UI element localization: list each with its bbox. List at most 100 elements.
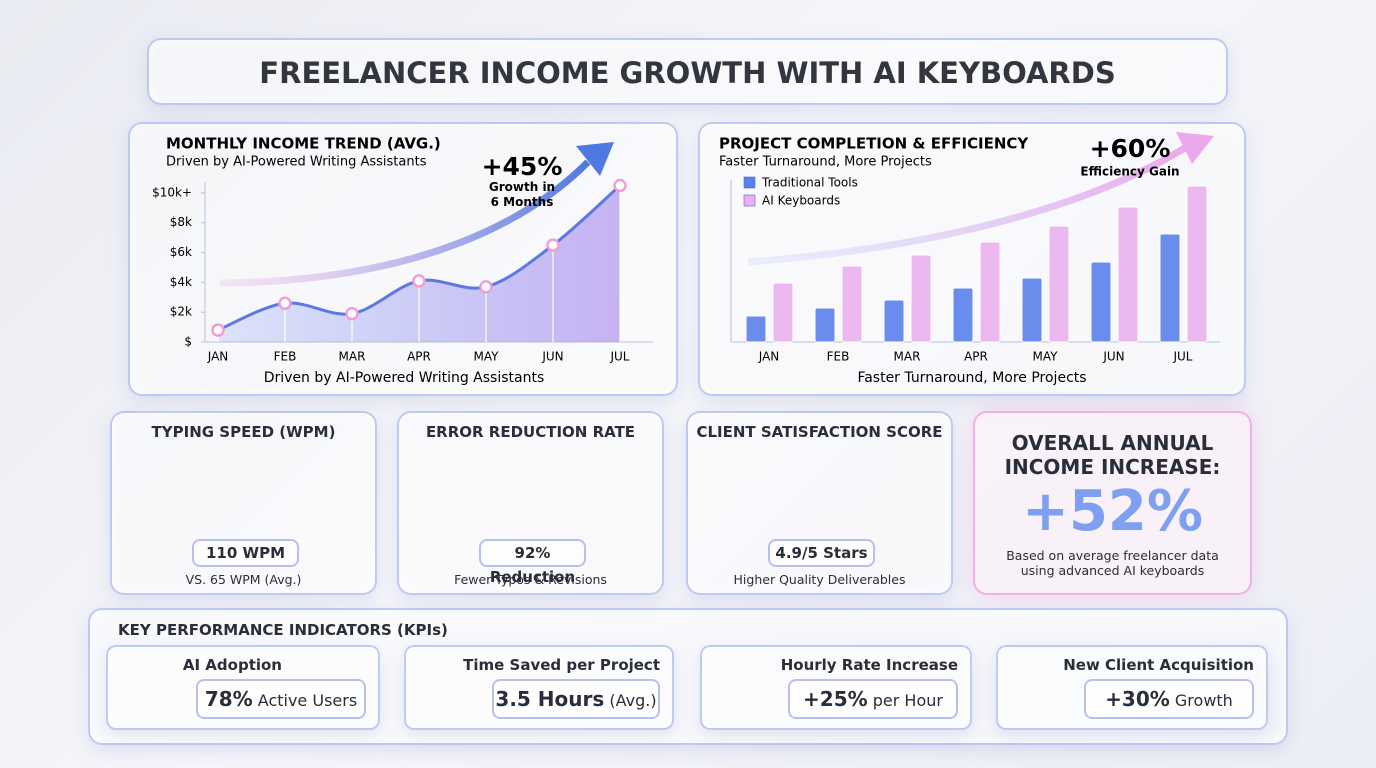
line-panel: MONTHLY INCOME TREND (AVG.) Driven by AI… [128, 122, 678, 396]
bar [910, 254, 932, 343]
bar [1048, 225, 1070, 343]
kpi-panel: KEY PERFORMANCE INDICATORS (KPIs) [88, 608, 1288, 745]
point [613, 178, 627, 193]
kpi-label: Time Saved per Project [463, 656, 660, 674]
legend-swatch [743, 176, 756, 189]
legend-swatch [743, 194, 756, 207]
area [218, 185, 620, 342]
gauge-title: TYPING SPEED (WPM) [151, 423, 336, 441]
gauge-note: Higher Quality Deliverables [733, 572, 906, 587]
x-tick-label: JUL [609, 350, 629, 364]
point [546, 238, 560, 252]
bar [1159, 233, 1181, 343]
y-tick-label: $4k [170, 275, 192, 289]
kpi-pill: +30% Growth [1084, 679, 1254, 719]
kpi-card: Hourly Rate Increase +25% per Hour [700, 645, 972, 730]
trend-arrow-head [1176, 132, 1214, 164]
kpi-unit: Active Users [257, 691, 358, 710]
gauge-panel: TYPING SPEED (WPM) 110 WPM VS. 65 WPM (Avg… [110, 411, 377, 595]
bar [745, 315, 767, 343]
x-axis-label: Driven by AI-Powered Writing Assistants [264, 370, 545, 386]
chart-subtitle: Driven by AI-Powered Writing Assistants [166, 155, 427, 170]
kpi-title: KEY PERFORMANCE INDICATORS (KPIs) [118, 621, 448, 639]
x-tick-label: JUN [1102, 350, 1124, 364]
legend-label: AI Keyboards [762, 194, 840, 208]
x-axis-label: Faster Turnaround, More Projects [857, 370, 1086, 386]
x-tick-label: MAY [474, 350, 500, 364]
trend-arrow [747, 143, 1190, 266]
bar [1021, 277, 1043, 343]
legend-label: Traditional Tools [761, 176, 858, 190]
point [479, 280, 493, 294]
page-title: FREELANCER INCOME GROWTH WITH AI KEYBOAR… [259, 56, 1116, 90]
kpi-value: +25% [803, 687, 868, 711]
bar [1090, 261, 1112, 343]
x-tick-label: APR [964, 350, 988, 364]
kpi-pill: 78% Active Users [196, 679, 366, 719]
kpi-pill: +25% per Hour [788, 679, 958, 719]
bar [841, 265, 863, 343]
x-tick-label: JAN [207, 350, 229, 364]
x-tick-label: FEB [274, 350, 297, 364]
x-tick-label: MAR [894, 350, 921, 364]
summary-title: OVERALL ANNUAL INCOME INCREASE: [1004, 431, 1221, 479]
point [412, 274, 426, 288]
y-tick-label: $2k [170, 305, 192, 319]
gauge-note: Fewer Typos & Revisions [454, 572, 607, 587]
bar-chart: PROJECT COMPLETION & EFFICIENCY Faster T… [719, 132, 1220, 386]
kpi-value: 78% [204, 687, 253, 711]
point [345, 306, 359, 321]
kpi-pill: 3.5 Hours (Avg.) [492, 679, 660, 719]
chart-subtitle: Faster Turnaround, More Projects [719, 155, 932, 170]
gauge-title: ERROR REDUCTION RATE [425, 423, 636, 441]
summary-note: Based on average freelancer data using a… [1006, 548, 1219, 578]
bar [1186, 185, 1208, 343]
x-tick-label: APR [407, 350, 431, 364]
trend-arrow-head [576, 142, 614, 176]
summary-panel: OVERALL ANNUAL INCOME INCREASE: +52% Bas… [973, 411, 1252, 595]
bar [952, 287, 974, 343]
annotation-text: Growth in 6 Months [489, 180, 555, 209]
gauge-value: 4.9/5 Stars [768, 539, 875, 567]
line-chart: MONTHLY INCOME TREND (AVG.) Driven by AI… [152, 135, 653, 386]
kpi-card: AI Adoption 78% Active Users [106, 645, 380, 730]
title-bar: FREELANCER INCOME GROWTH WITH AI KEYBOAR… [147, 38, 1228, 105]
x-tick-label: JAN [758, 350, 780, 364]
kpi-unit: per Hour [872, 691, 943, 710]
bar [1117, 206, 1139, 343]
chart-title: PROJECT COMPLETION & EFFICIENCY [719, 135, 1029, 153]
trend-arrow [219, 159, 591, 287]
y-tick-label: $ [184, 335, 192, 349]
bar [772, 282, 794, 343]
annotation-value: +45% [482, 152, 563, 181]
chart-title: MONTHLY INCOME TREND (AVG.) [166, 135, 441, 153]
kpi-card: New Client Acquisition +30% Growth [996, 645, 1268, 730]
kpi-label: New Client Acquisition [1063, 656, 1254, 674]
y-tick-label: $10k+ [152, 185, 192, 199]
y-tick-label: $8k [170, 215, 192, 229]
gauge-panel: ERROR REDUCTION RATE 92% Reduction Fewer T… [397, 411, 664, 595]
kpi-label: AI Adoption [182, 656, 282, 674]
x-tick-label: JUL [1172, 350, 1192, 364]
point [211, 323, 225, 337]
x-tick-label: MAY [1033, 350, 1059, 364]
x-tick-label: FEB [827, 350, 850, 364]
kpi-card: Time Saved per Project 3.5 Hours (Avg.) [404, 645, 674, 730]
kpi-value: 3.5 Hours [495, 687, 605, 711]
kpi-unit: (Avg.) [609, 691, 657, 710]
x-tick-label: JUN [541, 350, 563, 364]
kpi-unit: Growth [1174, 691, 1233, 710]
gauge-note: VS. 65 WPM (Avg.) [185, 572, 302, 587]
gauge-panel: CLIENT SATISFACTION SCORE 4.9/5 Stars High… [686, 411, 953, 595]
annotation-text: Efficiency Gain [1080, 165, 1179, 179]
kpi-label: Hourly Rate Increase [780, 656, 958, 674]
bar [979, 241, 1001, 343]
x-tick-label: MAR [339, 350, 366, 364]
gauge-value: 92% Reduction [479, 539, 586, 586]
bar [883, 299, 905, 343]
annotation-value: +60% [1090, 134, 1171, 163]
gauge-title: CLIENT SATISFACTION SCORE [696, 423, 943, 441]
bar [814, 307, 836, 343]
kpi-value: +30% [1105, 687, 1170, 711]
